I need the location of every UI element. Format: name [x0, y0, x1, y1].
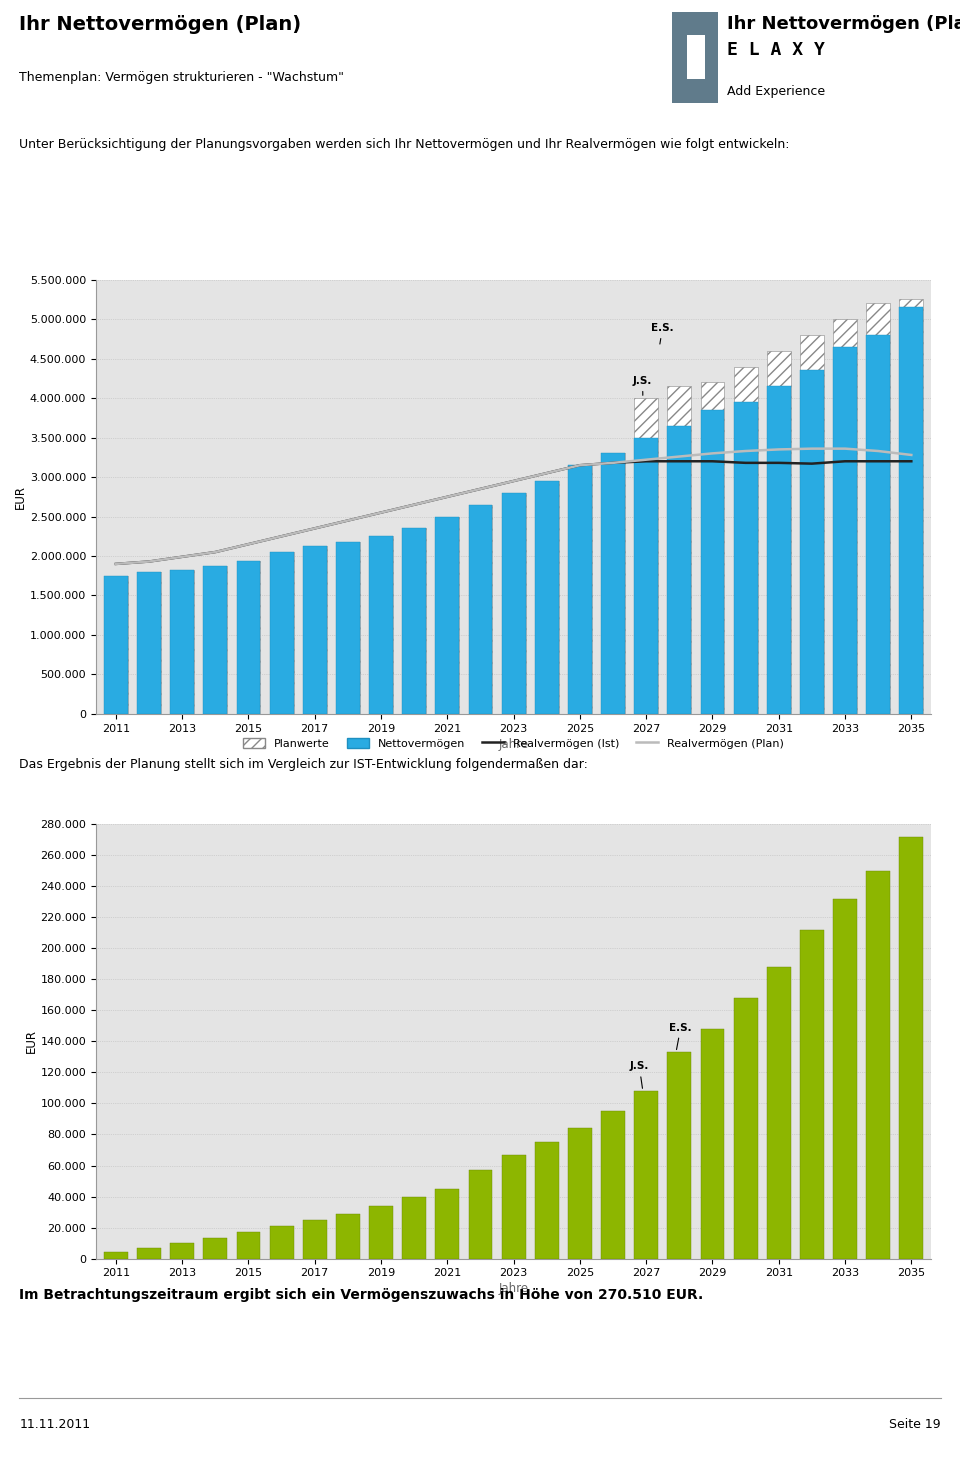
Bar: [104, 1253, 128, 1259]
Bar: [833, 899, 857, 1259]
Bar: [369, 536, 393, 714]
Bar: [137, 1248, 161, 1259]
Bar: [270, 552, 294, 714]
Bar: [733, 367, 757, 714]
Bar: [701, 383, 725, 714]
Bar: [104, 576, 128, 714]
Bar: [672, 12, 718, 103]
Bar: [535, 1142, 559, 1259]
Bar: [866, 336, 890, 714]
Bar: [402, 528, 426, 714]
Text: Ihr Nettovermögen (Plan): Ihr Nettovermögen (Plan): [727, 15, 960, 32]
Bar: [302, 1220, 326, 1259]
Bar: [468, 505, 492, 714]
Bar: [204, 1238, 228, 1259]
X-axis label: Jahre: Jahre: [498, 737, 529, 751]
Bar: [635, 1091, 659, 1259]
Bar: [270, 552, 294, 714]
Text: E L A X Y: E L A X Y: [727, 41, 825, 59]
Bar: [436, 1189, 459, 1259]
Bar: [900, 836, 924, 1259]
Bar: [535, 481, 559, 714]
Bar: [204, 567, 228, 714]
Y-axis label: EUR: EUR: [14, 484, 27, 509]
Bar: [866, 303, 890, 714]
Text: 11.11.2011: 11.11.2011: [19, 1418, 90, 1431]
Bar: [733, 998, 757, 1259]
Bar: [436, 517, 459, 714]
Text: J.S.: J.S.: [633, 375, 652, 396]
Bar: [336, 542, 360, 714]
Bar: [635, 437, 659, 714]
Legend: Planwerte, Nettovermögen, Realvermögen (Ist), Realvermögen (Plan): Planwerte, Nettovermögen, Realvermögen (…: [243, 737, 784, 749]
Bar: [137, 571, 161, 714]
Text: Unter Berücksichtigung der Planungsvorgaben werden sich Ihr Nettovermögen und Ih: Unter Berücksichtigung der Planungsvorga…: [19, 138, 790, 150]
Bar: [800, 336, 824, 714]
X-axis label: Jahre: Jahre: [498, 1282, 529, 1295]
Bar: [502, 493, 525, 714]
Text: J.S.: J.S.: [630, 1061, 649, 1088]
Text: Ihr Nettovermögen (Plan): Ihr Nettovermögen (Plan): [19, 15, 301, 34]
Bar: [170, 570, 194, 714]
Bar: [137, 571, 161, 714]
Bar: [733, 402, 757, 714]
Bar: [369, 536, 393, 714]
Bar: [402, 528, 426, 714]
Bar: [502, 493, 525, 714]
Bar: [767, 967, 791, 1259]
Text: Add Experience: Add Experience: [727, 85, 825, 99]
Bar: [568, 465, 591, 714]
Bar: [535, 481, 559, 714]
Bar: [701, 1029, 725, 1259]
Text: Themenplan: Vermögen strukturieren - "Wachstum": Themenplan: Vermögen strukturieren - "Wa…: [19, 71, 345, 84]
Bar: [601, 453, 625, 714]
Bar: [468, 1170, 492, 1259]
Bar: [270, 1226, 294, 1259]
Bar: [701, 409, 725, 714]
Bar: [369, 1206, 393, 1259]
Bar: [667, 386, 691, 714]
Bar: [104, 576, 128, 714]
Bar: [502, 1154, 525, 1259]
Bar: [800, 930, 824, 1259]
Bar: [302, 546, 326, 714]
Bar: [568, 465, 591, 714]
Bar: [468, 505, 492, 714]
Bar: [236, 561, 260, 714]
Bar: [601, 453, 625, 714]
Bar: [568, 1128, 591, 1259]
Bar: [402, 1197, 426, 1259]
Bar: [687, 35, 705, 79]
Bar: [436, 517, 459, 714]
Bar: [170, 1242, 194, 1259]
Bar: [204, 567, 228, 714]
Bar: [866, 871, 890, 1259]
Text: E.S.: E.S.: [651, 322, 674, 344]
Bar: [767, 386, 791, 714]
Bar: [833, 347, 857, 714]
Bar: [336, 542, 360, 714]
Text: Das Ergebnis der Planung stellt sich im Vergleich zur IST-Entwicklung folgenderm: Das Ergebnis der Planung stellt sich im …: [19, 758, 588, 771]
Bar: [767, 350, 791, 714]
Text: Seite 19: Seite 19: [889, 1418, 941, 1431]
Bar: [170, 570, 194, 714]
Text: E.S.: E.S.: [669, 1023, 692, 1050]
Bar: [900, 299, 924, 714]
Bar: [667, 1052, 691, 1259]
Bar: [302, 546, 326, 714]
Bar: [601, 1111, 625, 1259]
Bar: [236, 561, 260, 714]
Bar: [236, 1232, 260, 1259]
Bar: [833, 319, 857, 714]
Bar: [800, 371, 824, 714]
Bar: [667, 425, 691, 714]
Text: Im Betrachtungszeitraum ergibt sich ein Vermögenszuwachs in Höhe von 270.510 EUR: Im Betrachtungszeitraum ergibt sich ein …: [19, 1288, 704, 1303]
Bar: [336, 1213, 360, 1259]
Bar: [635, 397, 659, 714]
Y-axis label: EUR: EUR: [25, 1029, 37, 1054]
Bar: [900, 308, 924, 714]
